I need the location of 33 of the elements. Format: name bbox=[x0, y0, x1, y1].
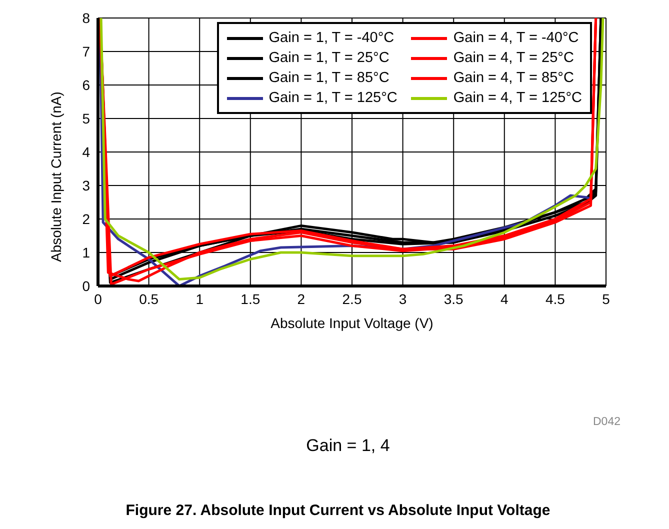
legend-label: Gain = 1, T = 25°C bbox=[268, 49, 390, 68]
text: Gain = 1, 4 bbox=[305, 436, 391, 456]
y-tick-label: 6 bbox=[82, 76, 90, 93]
legend-label: Gain = 4, T = 25°C bbox=[453, 49, 574, 68]
y-tick-label: 4 bbox=[82, 144, 90, 160]
x-tick-label: 4.5 bbox=[545, 290, 566, 307]
legend-label: Gain = 4, T = 125°C bbox=[453, 89, 582, 108]
x-tick-label: 2.5 bbox=[342, 290, 362, 307]
x-tick-label: 1 bbox=[196, 290, 204, 307]
legend-label: Gain = 4, T = 85°C bbox=[453, 69, 574, 88]
text: D042 bbox=[593, 416, 620, 428]
text: Figure 27. Absolute Input Current vs Absolute Input Voltage bbox=[124, 502, 552, 519]
y-tick-label: 8 bbox=[82, 10, 90, 26]
y-tick-label: 2 bbox=[82, 210, 90, 227]
x-tick-label: 0 bbox=[94, 290, 102, 307]
legend-label: Gain = 4, T = -40°C bbox=[453, 29, 579, 48]
x-tick-label: 5 bbox=[602, 290, 610, 307]
y-tick-label: 3 bbox=[82, 177, 90, 194]
legend-label: Gain = 1, T = 125°C bbox=[268, 89, 398, 108]
y-tick-label: 7 bbox=[82, 43, 90, 60]
y-tick-label: 5 bbox=[82, 110, 90, 126]
x-tick-label: 3 bbox=[398, 290, 407, 307]
legend-label: Gain = 1, T = 85°C bbox=[268, 69, 390, 88]
legend-label: Gain = 1, T = -40°C bbox=[268, 29, 394, 48]
x-tick-label: 1.5 bbox=[240, 290, 260, 307]
x-tick-label: 4 bbox=[500, 290, 508, 307]
x-tick-label: 3.5 bbox=[444, 290, 464, 307]
y-tick-label: 1 bbox=[82, 244, 90, 260]
x-tick-label: 0.5 bbox=[139, 290, 159, 307]
x-axis-title: Absolute Input Voltage (V) bbox=[270, 315, 434, 331]
y-axis-title: Absolute Input Current (nA) bbox=[48, 92, 64, 262]
y-tick-label: 0 bbox=[82, 278, 90, 294]
x-tick-label: 2 bbox=[297, 290, 306, 307]
